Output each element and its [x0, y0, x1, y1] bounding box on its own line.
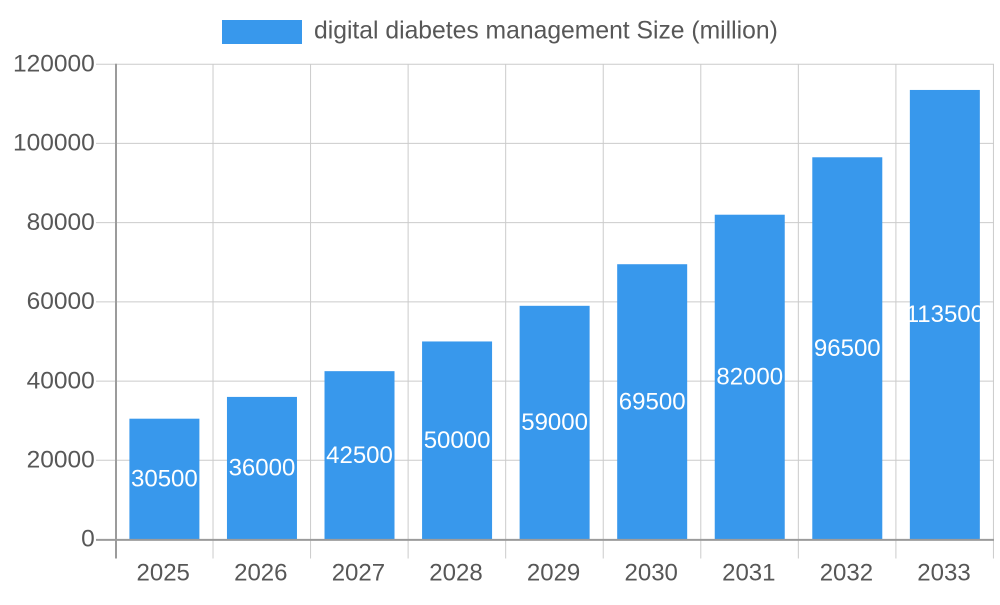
svg-text:digital diabetes management Si: digital diabetes management Size (millio… [314, 17, 778, 44]
svg-text:2031: 2031 [722, 560, 775, 587]
svg-text:30500: 30500 [131, 466, 198, 493]
svg-text:113500: 113500 [906, 301, 984, 328]
svg-text:2032: 2032 [820, 560, 873, 587]
svg-text:82000: 82000 [716, 364, 783, 391]
svg-text:80000: 80000 [27, 209, 95, 236]
svg-text:100000: 100000 [13, 130, 95, 157]
svg-text:60000: 60000 [27, 288, 95, 315]
svg-text:96500: 96500 [814, 335, 881, 362]
svg-text:50000: 50000 [424, 427, 491, 454]
svg-text:20000: 20000 [27, 446, 95, 473]
svg-text:59000: 59000 [521, 409, 588, 436]
svg-text:36000: 36000 [229, 455, 296, 482]
svg-text:0: 0 [81, 526, 95, 553]
svg-text:2026: 2026 [234, 560, 287, 587]
svg-text:2027: 2027 [332, 560, 385, 587]
svg-text:69500: 69500 [619, 388, 686, 415]
svg-text:2030: 2030 [625, 560, 678, 587]
svg-text:40000: 40000 [27, 367, 95, 394]
svg-text:2033: 2033 [917, 560, 970, 587]
svg-text:42500: 42500 [326, 442, 393, 469]
svg-text:2028: 2028 [429, 560, 482, 587]
svg-text:120000: 120000 [13, 50, 95, 77]
svg-text:2025: 2025 [137, 560, 190, 587]
svg-text:2029: 2029 [527, 560, 580, 587]
